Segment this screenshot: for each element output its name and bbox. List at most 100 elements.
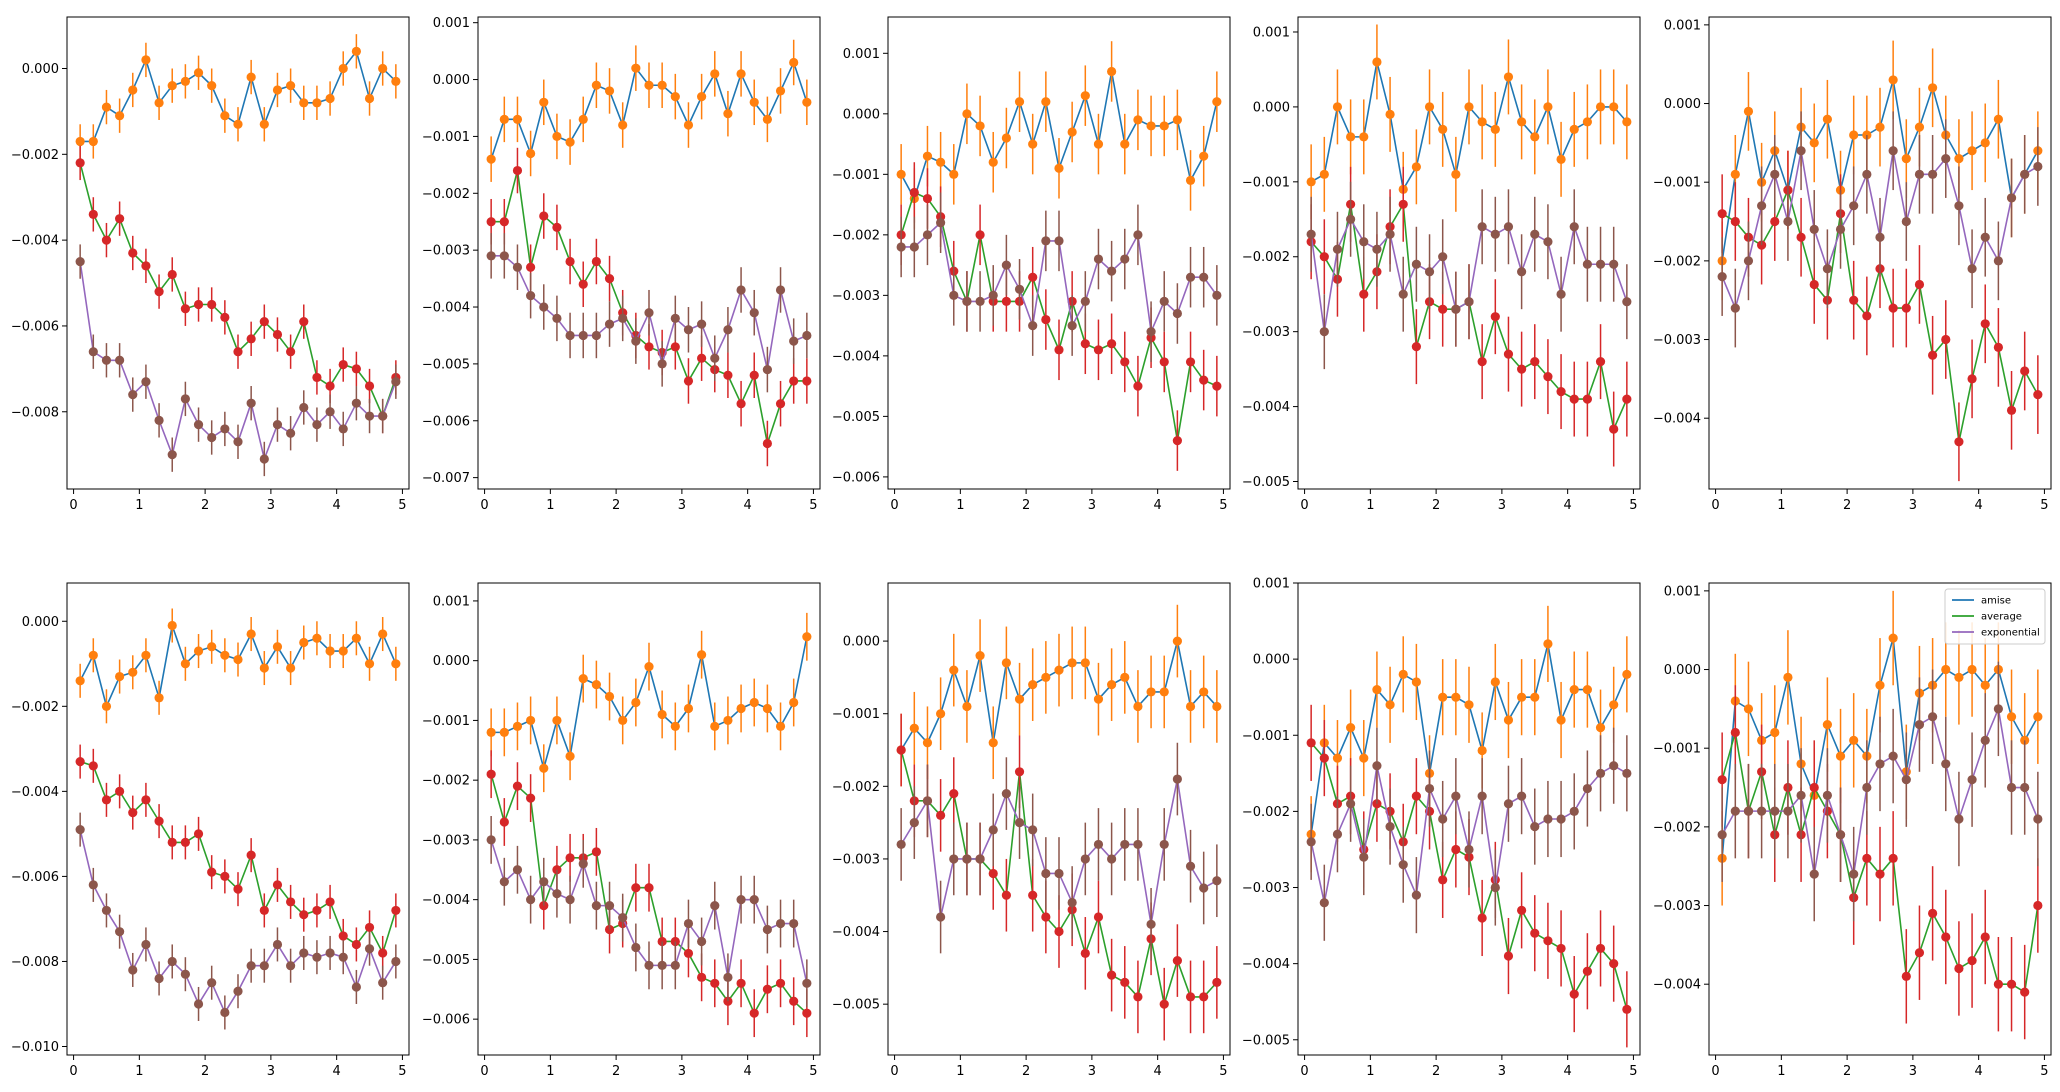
data-point <box>936 912 946 922</box>
y-tick-label: −0.002 <box>1242 250 1290 265</box>
y-tick-label: −0.005 <box>832 998 880 1013</box>
data-point <box>762 984 772 994</box>
series-exponential <box>75 812 401 1030</box>
data-point <box>1888 303 1898 313</box>
data-point <box>1569 684 1579 695</box>
data-point <box>1901 303 1911 313</box>
data-point <box>364 659 375 669</box>
data-point <box>988 825 998 835</box>
data-point <box>1967 264 1977 274</box>
data-point <box>644 883 654 893</box>
data-point <box>351 633 361 643</box>
data-point <box>789 918 799 929</box>
data-point <box>1569 124 1579 134</box>
data-point <box>618 912 628 923</box>
data-point <box>1041 236 1051 246</box>
x-tick-label: 2 <box>1843 498 1851 513</box>
data-point <box>2006 782 2017 793</box>
data-point <box>1967 956 1977 966</box>
data-point <box>167 620 177 631</box>
data-point <box>101 355 112 365</box>
y-tick-label: −0.005 <box>1242 1033 1290 1048</box>
data-point <box>1107 266 1117 276</box>
data-point <box>591 901 601 911</box>
data-point <box>762 703 772 714</box>
data-point <box>1980 232 1990 242</box>
data-point <box>936 218 946 228</box>
data-point <box>736 399 746 409</box>
data-point <box>486 835 496 845</box>
data-point <box>1185 357 1196 367</box>
data-point <box>1796 146 1806 156</box>
data-point <box>312 372 322 383</box>
data-point <box>697 650 707 660</box>
data-point <box>154 287 164 297</box>
data-point <box>802 330 812 341</box>
data-point <box>286 347 296 357</box>
x-tick-label: 4 <box>1154 498 1162 513</box>
data-point <box>1451 304 1461 314</box>
data-point <box>683 918 694 929</box>
subplot-7: −0.006 −0.005 −0.004 −0.003 −0.002 −0.001 0.00… <box>422 582 821 1079</box>
data-point <box>1622 297 1632 307</box>
data-point <box>1306 738 1316 748</box>
data-point <box>1743 256 1754 266</box>
data-point <box>1888 853 1898 863</box>
data-point <box>1928 712 1938 722</box>
data-point <box>1001 788 1011 799</box>
data-point <box>1849 735 1859 745</box>
data-point <box>526 148 536 159</box>
data-point <box>115 111 125 121</box>
data-point <box>1530 822 1540 832</box>
data-point <box>1477 357 1487 367</box>
data-point <box>1609 959 1619 969</box>
data-point <box>378 978 388 988</box>
data-point <box>1319 327 1329 337</box>
y-tick-label: −0.001 <box>1242 729 1290 744</box>
data-point <box>683 120 694 130</box>
data-point <box>1569 806 1579 816</box>
data-point <box>1306 177 1316 187</box>
data-point <box>1172 115 1182 125</box>
data-point <box>1080 854 1090 864</box>
data-point <box>1172 774 1182 784</box>
data-point <box>710 69 720 79</box>
data-point <box>2020 987 2030 997</box>
data-point <box>631 63 641 73</box>
axes-frame <box>477 582 821 1056</box>
data-point <box>486 727 496 737</box>
data-point <box>710 978 720 988</box>
data-point <box>657 80 667 90</box>
data-point <box>552 889 562 899</box>
data-point <box>1199 992 1209 1002</box>
series-amise <box>896 604 1222 787</box>
data-point <box>115 927 125 937</box>
y-tick-label: −0.004 <box>832 349 880 364</box>
data-point <box>193 68 204 78</box>
y-tick-label: −0.008 <box>11 955 59 970</box>
data-point <box>1212 701 1222 712</box>
data-point <box>246 334 256 344</box>
data-point <box>141 377 151 387</box>
data-point <box>193 646 204 656</box>
data-point <box>272 420 283 430</box>
data-point <box>1622 669 1632 679</box>
data-point <box>207 642 217 652</box>
data-point <box>618 715 628 726</box>
y-tick-label: 0.000 <box>22 615 59 630</box>
y-tick-label: −0.001 <box>1653 742 1701 757</box>
data-point <box>1783 216 1793 227</box>
x-tick-label: 1 <box>546 498 554 513</box>
data-point <box>1306 837 1316 847</box>
x-tick-label: 5 <box>1219 1064 1227 1079</box>
data-point <box>1185 861 1196 871</box>
data-point <box>1730 806 1740 816</box>
data-point <box>1054 868 1064 879</box>
data-point <box>512 781 523 791</box>
y-tick-label: −0.002 <box>832 780 880 795</box>
y-tick-label: −0.008 <box>11 405 59 420</box>
data-point <box>286 961 296 971</box>
data-point <box>1862 853 1872 863</box>
data-point <box>1001 658 1011 668</box>
data-point <box>604 319 615 329</box>
